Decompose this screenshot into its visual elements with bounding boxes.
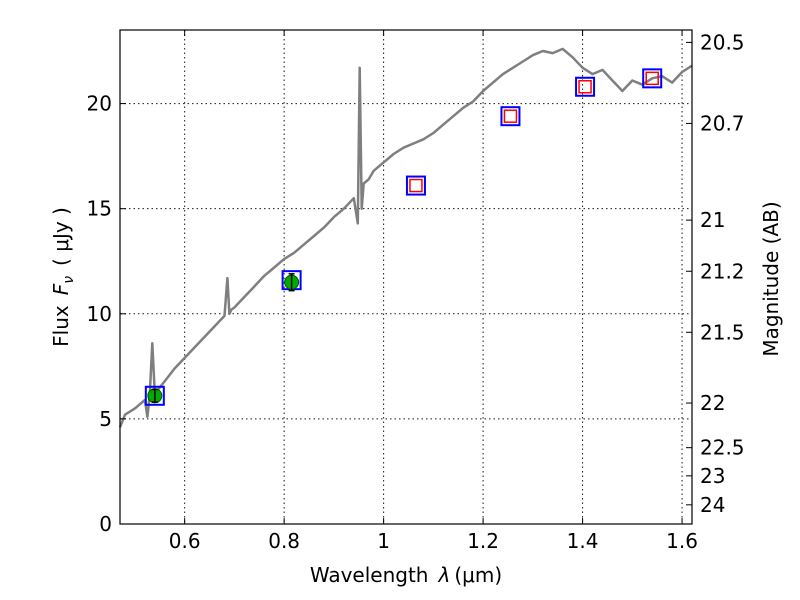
x-tick-label: 0.8 xyxy=(268,529,300,553)
spectrum-layer xyxy=(118,47,693,428)
mag-tick-label: 20.7 xyxy=(700,111,745,135)
mag-tick-label: 23 xyxy=(700,464,725,488)
y-tick-label: 15 xyxy=(87,197,112,221)
y2-axis-label: Magnitude (AB) xyxy=(759,201,783,356)
upper-limit-square xyxy=(503,109,518,123)
y-tick-label: 5 xyxy=(99,407,112,431)
model-flux-square xyxy=(405,175,426,196)
mag-tick-label: 21.2 xyxy=(700,259,745,283)
x-tick-label: 1 xyxy=(377,529,390,553)
y-tick-label: 0 xyxy=(99,512,112,536)
mag-tick-label: 20.5 xyxy=(700,30,745,54)
model-flux-square xyxy=(642,68,663,89)
x-tick-label: 1.6 xyxy=(666,529,698,553)
x-tick-label: 1.4 xyxy=(567,529,599,553)
upper-limit-square xyxy=(645,71,659,86)
model-flux-square xyxy=(575,76,596,97)
y-tick-label: 10 xyxy=(87,302,112,326)
grid-lines xyxy=(120,30,692,524)
y-axis-label: FluxFν( μJy ) xyxy=(49,207,77,347)
plot-frame xyxy=(119,29,693,525)
mag-tick-label: 21.5 xyxy=(700,320,745,344)
model-flux-square xyxy=(500,106,521,127)
tick-layer: 0.6 0.8 1 1.2 1.4 1.6 0 5 10 15 20 20.5 20.7 21 21.2 21… xyxy=(87,30,745,553)
mag-tick-label: 21 xyxy=(700,208,725,232)
x-axis-label: Wavelength λ (μm) xyxy=(310,563,502,587)
y-tick-label: 20 xyxy=(87,92,112,116)
mag-tick-label: 22.5 xyxy=(700,436,745,460)
x-tick-label: 0.6 xyxy=(169,529,201,553)
mag-tick-label: 24 xyxy=(700,493,725,517)
upper-limit-square xyxy=(578,80,592,94)
x-tick-label: 1.2 xyxy=(467,529,499,553)
upper-limit-square xyxy=(409,178,423,193)
marker-layer xyxy=(144,68,663,406)
mag-tick-label: 22 xyxy=(700,391,725,415)
model-flux-square xyxy=(144,385,165,406)
spectrum-line xyxy=(118,47,693,428)
